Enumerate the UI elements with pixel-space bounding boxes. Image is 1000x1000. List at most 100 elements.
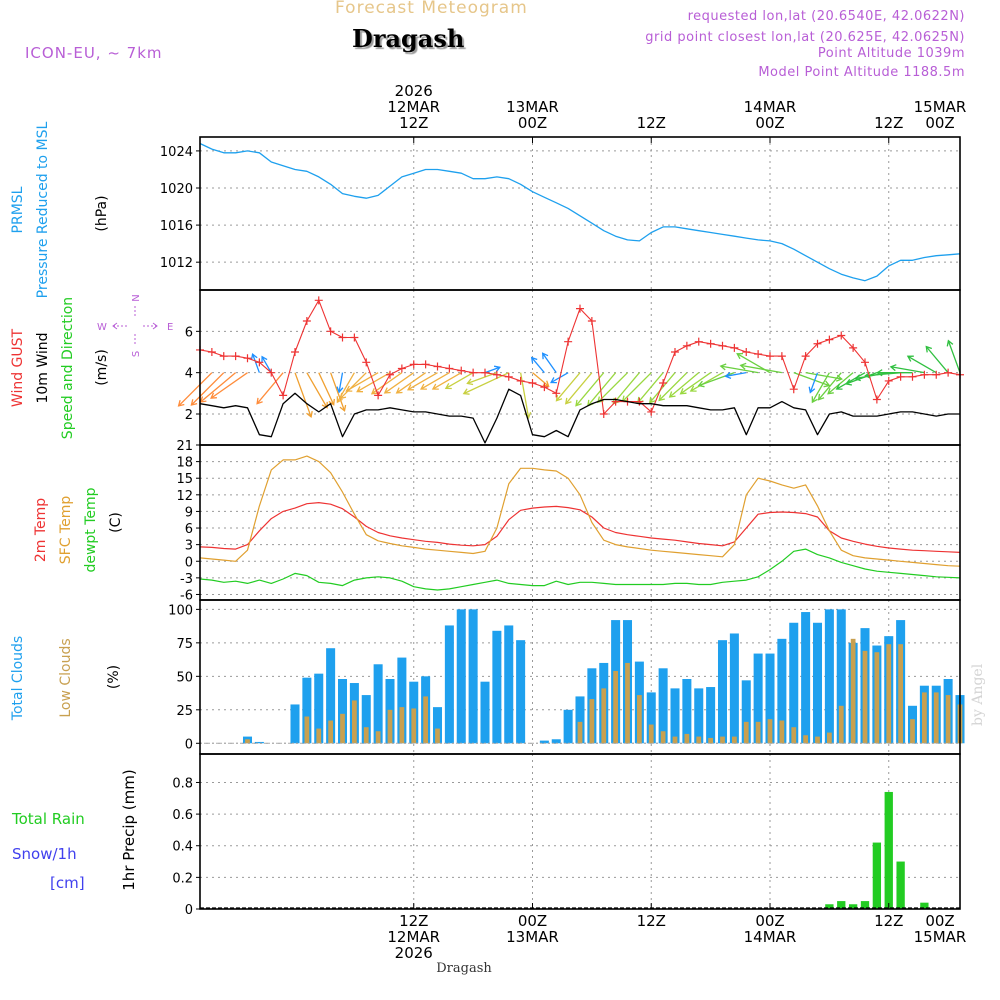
- gust-marker: [326, 327, 335, 336]
- wind-direction-arrow: [445, 372, 474, 389]
- wind-arrow-head: [844, 378, 853, 386]
- wind-direction-arrow: [396, 372, 426, 394]
- panel-frame-wind: [199, 289, 961, 446]
- total-cloud-bar: [694, 688, 704, 744]
- gust-marker: [314, 296, 323, 305]
- panel-label-wind: Speed and Direction: [60, 297, 76, 439]
- gust-marker: [896, 372, 905, 381]
- wind-arrow-head: [256, 397, 263, 405]
- low-cloud-bar: [922, 692, 927, 744]
- gust-marker: [742, 348, 751, 356]
- wind-10m-line: [199, 388, 960, 444]
- legend-snow-unit: [cm]: [50, 874, 85, 892]
- gust-marker: [481, 368, 489, 377]
- wind-direction-arrow: [256, 372, 284, 405]
- total-cloud-bar: [717, 640, 728, 744]
- low-cloud-bar: [375, 731, 381, 744]
- low-cloud-bar: [352, 700, 357, 744]
- gust-marker: [671, 348, 679, 356]
- low-cloud-bar: [399, 707, 405, 744]
- panel-label-wind: 10m Wind: [35, 332, 51, 403]
- panel-unit-clouds: (%): [106, 665, 122, 689]
- low-cloud-bar: [387, 709, 393, 744]
- panel-frames: [199, 136, 961, 910]
- panel-frame-precip: [199, 753, 961, 910]
- y-tick-label: 3: [185, 539, 193, 554]
- wind-arrow-head: [431, 383, 439, 390]
- gust-marker: [445, 364, 454, 373]
- total-cloud-bar: [302, 677, 312, 744]
- wind-arrow-head: [383, 387, 391, 394]
- wind-direction-arrow: [519, 372, 530, 418]
- gust-marker: [469, 368, 478, 377]
- low-cloud-bar: [435, 728, 440, 744]
- y-tick-label: -6: [180, 588, 193, 603]
- wind-direction-arrow: [542, 352, 557, 374]
- panel-unit-pressure: (hPa): [94, 195, 110, 231]
- y-tick-label: 1024: [160, 145, 193, 160]
- low-cloud-bar: [850, 638, 856, 744]
- total-cloud-bar: [539, 740, 549, 744]
- total-cloud-bar: [765, 653, 775, 744]
- y-tick-label: 0: [185, 737, 193, 752]
- total-cloud-bar: [444, 625, 454, 744]
- gust-marker: [837, 331, 846, 340]
- wind-direction-arrow: [384, 372, 415, 394]
- y-tick-label: 0.6: [172, 808, 193, 823]
- y-tick-label: 9: [185, 505, 193, 520]
- gust-marker: [813, 339, 822, 348]
- wind-arrow-head: [345, 385, 353, 392]
- wind-arrow-head: [339, 404, 347, 412]
- wind-direction-arrow: [669, 372, 700, 398]
- panel-label-pressure: Pressure Reduced to MSL: [35, 121, 51, 298]
- wind-direction-arrow: [432, 372, 462, 390]
- y-tick-label: 15: [176, 472, 193, 487]
- wind-direction-arrow: [890, 366, 925, 374]
- wind-arrow-head: [668, 391, 676, 398]
- low-cloud-bar: [304, 716, 310, 744]
- compass-north: N: [131, 294, 142, 301]
- low-cloud-bar: [874, 652, 880, 744]
- gust-marker: [338, 333, 347, 342]
- gust-marker: [433, 362, 442, 371]
- wind-arrow-head: [550, 377, 557, 384]
- wind-arrow-head: [689, 385, 697, 392]
- gust-marker: [350, 333, 359, 342]
- gust-marker: [207, 348, 216, 356]
- bottom-time-label: 00Z: [925, 912, 954, 930]
- total-cloud-bar: [812, 622, 823, 744]
- wind-direction-arrow: [680, 372, 711, 395]
- bottom-time-label: 12Z: [874, 912, 903, 930]
- wind-direction-arrow: [637, 372, 664, 404]
- y-tick-label: 0.4: [172, 840, 193, 855]
- gust-marker: [849, 343, 858, 352]
- compass-east: E: [167, 322, 173, 333]
- gust-marker: [647, 407, 656, 416]
- point-altitude: Point Altitude 1039m: [817, 46, 965, 61]
- wind-direction-arrow: [809, 372, 819, 393]
- y-tick-label: 0.2: [172, 871, 193, 886]
- y-tick-label: 18: [176, 456, 193, 471]
- low-cloud-bar: [601, 688, 607, 744]
- bottom-time-label: 12Z: [637, 912, 666, 930]
- wind-direction-arrow: [587, 372, 617, 407]
- y-tick-label: 2: [185, 408, 193, 423]
- total-cloud-bar: [480, 681, 490, 744]
- wind-direction-arrow: [420, 372, 450, 390]
- low-cloud-bar: [791, 727, 797, 744]
- low-cloud-bar: [779, 720, 785, 744]
- wind-direction-arrow: [200, 372, 237, 403]
- wind-arrow-head: [564, 397, 572, 405]
- wind-arrow-head: [555, 394, 563, 402]
- wind-direction-arrow: [622, 372, 652, 402]
- gust-marker: [944, 368, 953, 377]
- total-cloud-bar: [729, 633, 739, 744]
- wind-arrow-head: [889, 364, 897, 372]
- low-cloud-bar: [328, 720, 333, 744]
- low-cloud-bar: [945, 695, 951, 744]
- panel-frame-temperature: [199, 444, 961, 601]
- gust-marker: [932, 370, 941, 379]
- gust-marker: [599, 410, 608, 418]
- wind-arrow-head: [854, 374, 861, 382]
- wind-direction-arrow: [612, 372, 640, 405]
